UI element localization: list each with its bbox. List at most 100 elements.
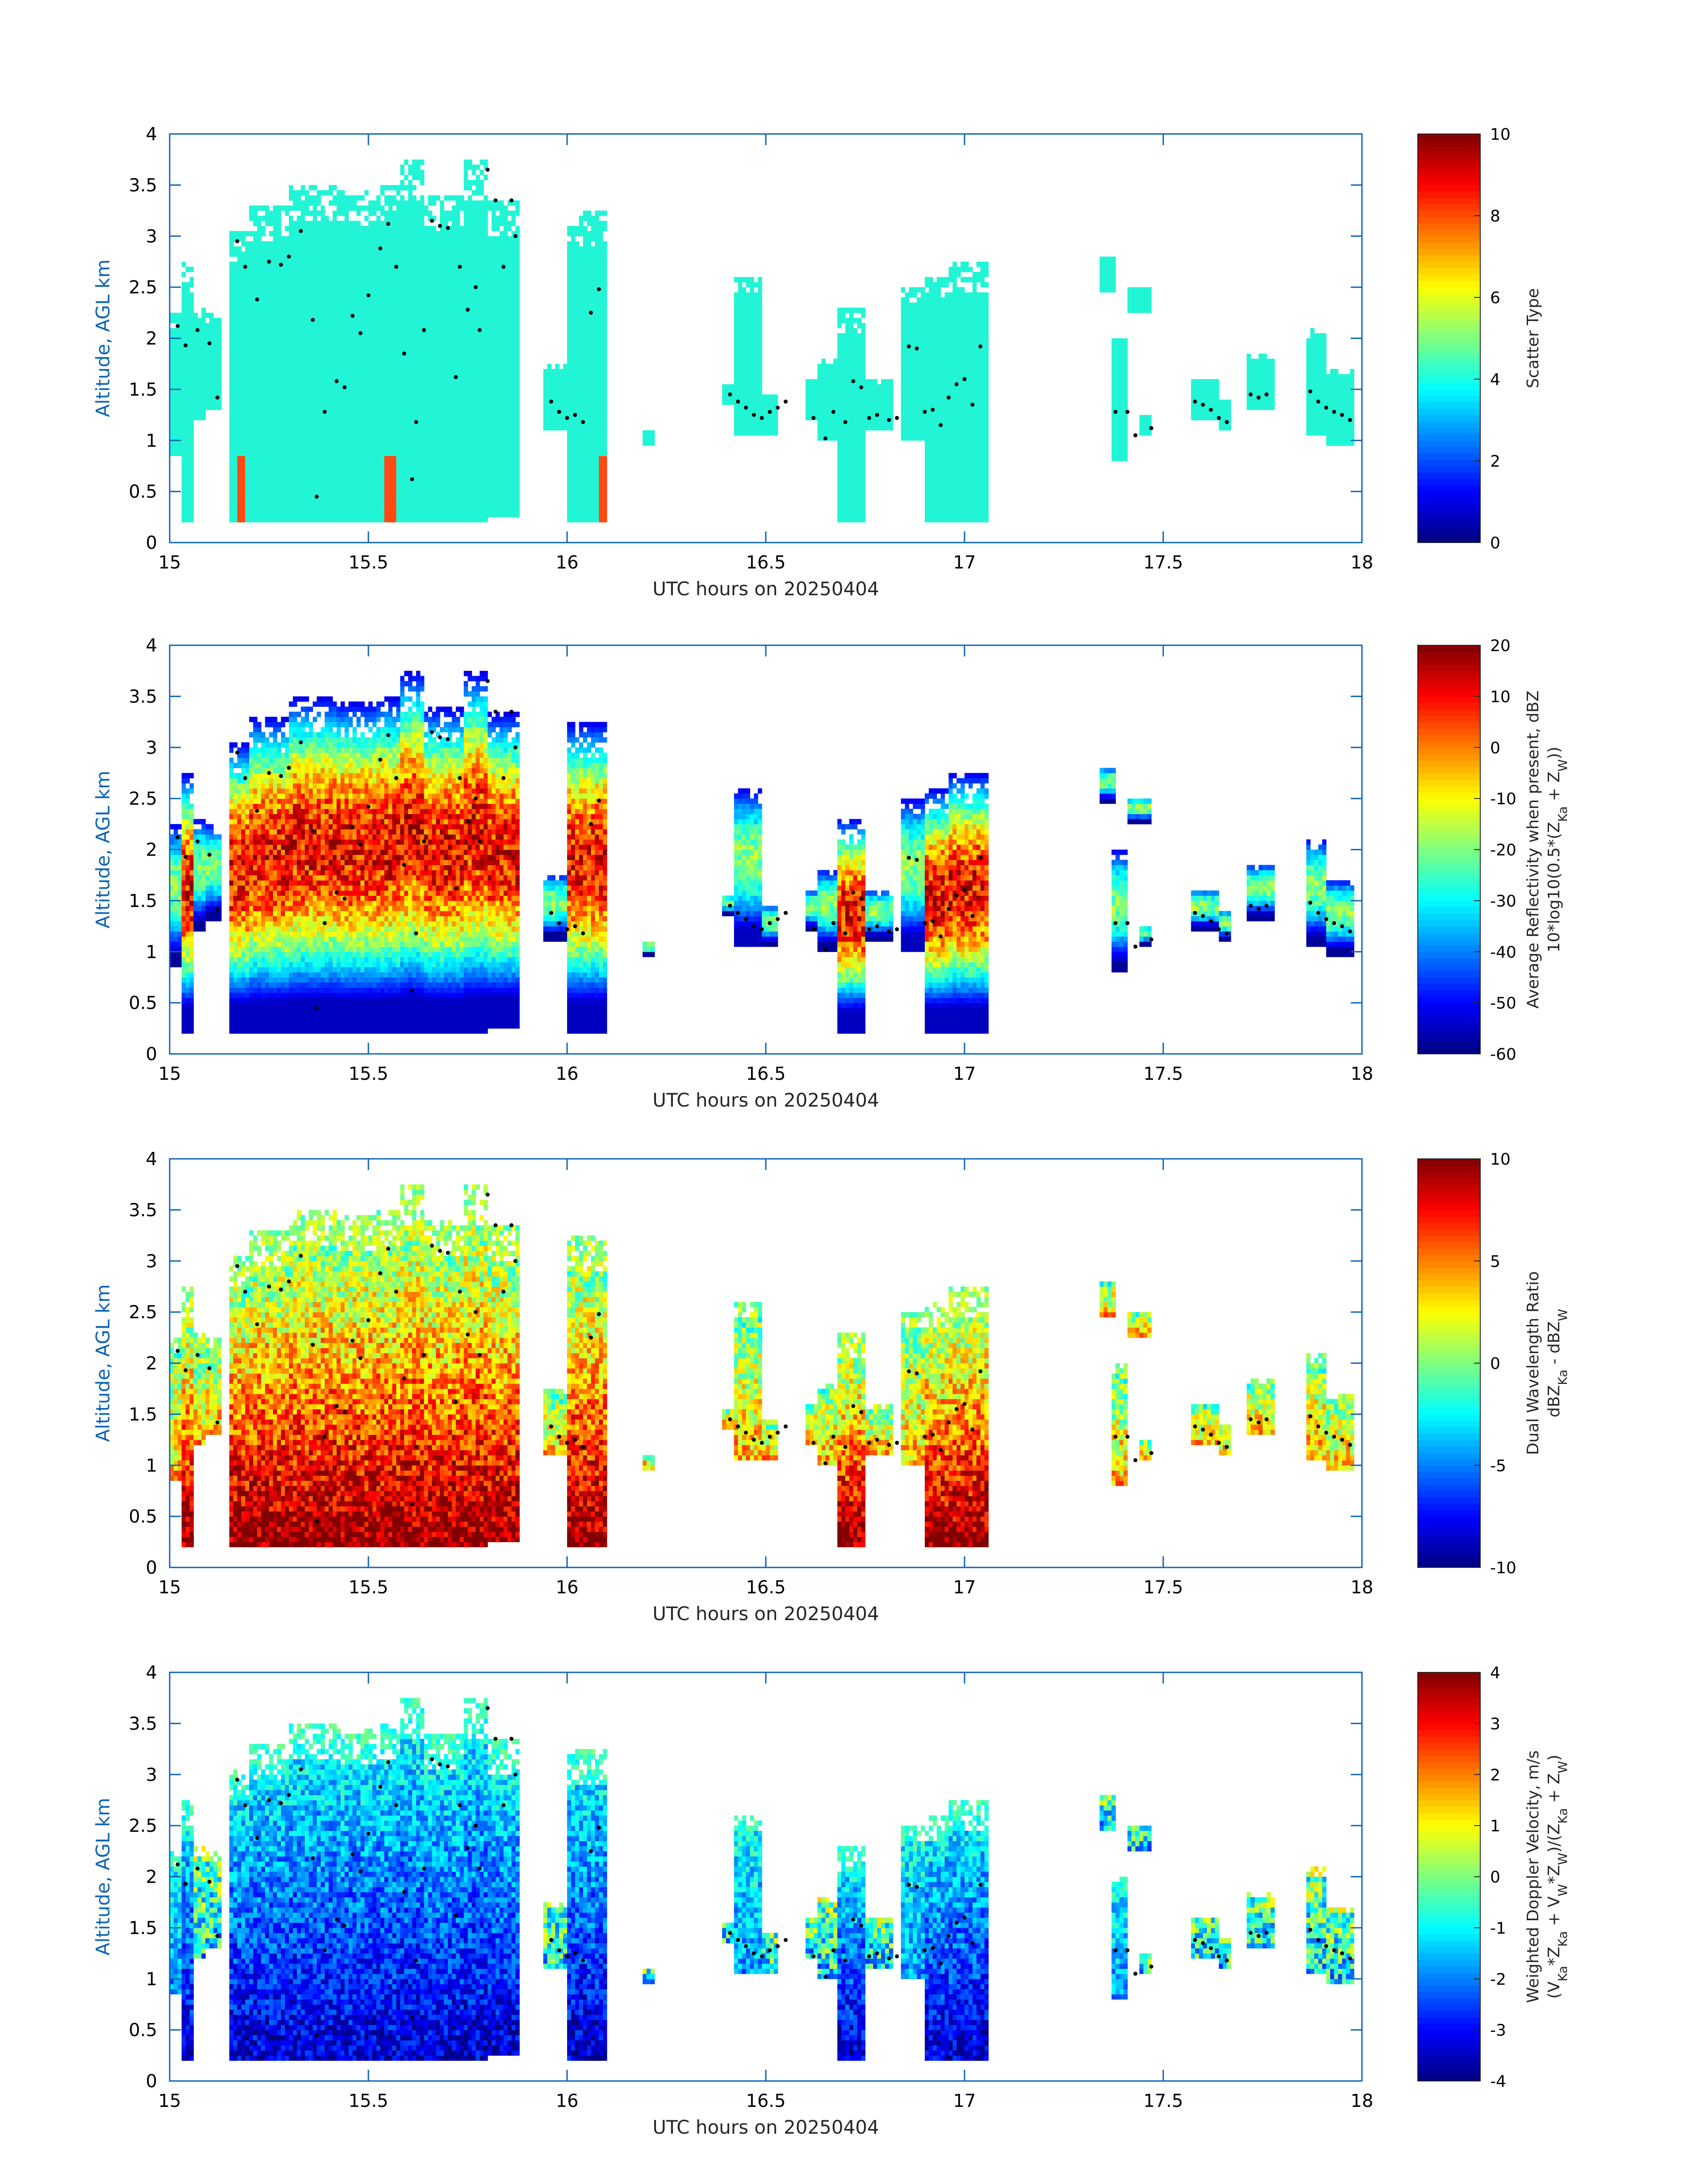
heatmap-cell xyxy=(345,369,349,374)
heatmap-cell xyxy=(329,394,333,400)
heatmap-cell xyxy=(392,435,397,441)
heatmap-cell xyxy=(428,497,433,502)
heatmap-cell xyxy=(329,379,333,384)
heatmap-cell xyxy=(285,323,289,328)
heatmap-cell xyxy=(476,517,480,522)
heatmap-cell xyxy=(301,492,305,497)
heatmap-cell xyxy=(241,323,246,328)
heatmap-cell xyxy=(237,302,242,308)
heatmap-cell xyxy=(201,354,206,359)
heatmap-cell xyxy=(432,440,436,446)
heatmap-cell xyxy=(420,410,425,415)
heatmap-cell xyxy=(396,323,401,328)
heatmap-cell xyxy=(392,420,397,426)
heatmap-cell xyxy=(364,415,369,420)
heatmap-cell xyxy=(313,405,317,410)
heatmap-cell xyxy=(380,410,385,415)
heatmap-cell xyxy=(245,415,250,420)
heatmap-cell xyxy=(464,216,468,221)
heatmap-cell xyxy=(384,287,389,292)
heatmap-cell xyxy=(261,282,266,288)
heatmap-cell xyxy=(420,323,425,328)
heatmap-cell xyxy=(364,323,369,328)
heatmap-cell xyxy=(416,410,421,415)
heatmap-cell xyxy=(186,461,190,466)
heatmap-cell xyxy=(380,251,385,257)
heatmap-cell xyxy=(233,405,238,410)
heatmap-cell xyxy=(241,420,246,426)
heatmap-cell xyxy=(309,410,313,415)
heatmap-cell xyxy=(412,267,417,272)
heatmap-cell xyxy=(301,241,305,247)
heatmap-cell xyxy=(293,451,297,456)
heatmap-cell xyxy=(182,405,186,410)
heatmap-cell xyxy=(269,461,274,466)
heatmap-cell xyxy=(321,292,325,298)
heatmap-cell xyxy=(392,185,397,190)
heatmap-cell xyxy=(297,517,301,522)
heatmap-cell xyxy=(241,282,246,288)
heatmap-cell xyxy=(245,257,250,262)
heatmap-cell xyxy=(190,313,194,318)
heatmap-cell xyxy=(380,241,385,247)
heatmap-cell xyxy=(237,354,242,359)
heatmap-cell xyxy=(190,420,194,426)
heatmap-cell xyxy=(305,190,309,196)
heatmap-cell xyxy=(301,267,305,272)
heatmap-cell xyxy=(440,211,444,216)
heatmap-cell xyxy=(412,435,417,441)
heatmap-cell xyxy=(178,318,182,323)
heatmap-cell xyxy=(428,251,433,257)
heatmap-cell xyxy=(432,471,436,476)
heatmap-cell xyxy=(269,446,274,451)
heatmap-cell xyxy=(376,481,381,487)
heatmap-cell xyxy=(404,446,409,451)
heatmap-cell xyxy=(416,262,421,267)
heatmap-cell xyxy=(285,241,289,247)
heatmap-cell xyxy=(384,343,389,349)
heatmap-cell xyxy=(325,282,329,288)
heatmap-cell xyxy=(452,226,456,231)
heatmap-cell xyxy=(428,338,433,344)
heatmap-cell xyxy=(404,471,409,476)
heatmap-cell xyxy=(281,517,285,522)
heatmap-cell xyxy=(400,287,405,292)
heatmap-cell xyxy=(273,343,277,349)
heatmap-cell xyxy=(241,394,246,400)
heatmap-cell xyxy=(265,343,270,349)
heatmap-cell xyxy=(416,425,421,430)
heatmap-cell xyxy=(404,517,409,522)
heatmap-cell xyxy=(468,297,472,303)
heatmap-cell xyxy=(321,389,325,395)
heatmap-cell xyxy=(297,497,301,502)
heatmap-cell xyxy=(277,251,281,257)
heatmap-cell xyxy=(360,430,365,435)
heatmap-cell xyxy=(424,302,429,308)
heatmap-cell xyxy=(424,379,429,384)
heatmap-cell xyxy=(388,267,393,272)
heatmap-cell xyxy=(372,313,377,318)
heatmap-cell xyxy=(424,272,429,277)
heatmap-cell xyxy=(424,231,429,236)
heatmap-cell xyxy=(476,446,480,451)
heatmap-cell xyxy=(313,517,317,522)
heatmap-cell xyxy=(404,481,409,487)
heatmap-cell xyxy=(182,338,186,344)
heatmap-cell xyxy=(261,257,266,262)
heatmap-cell xyxy=(368,318,373,323)
heatmap-cell xyxy=(249,507,254,512)
heatmap-cell xyxy=(241,251,246,257)
heatmap-cell xyxy=(293,497,297,502)
heatmap-cell xyxy=(372,384,377,389)
heatmap-cell xyxy=(436,267,440,272)
heatmap-cell xyxy=(468,374,472,380)
heatmap-cell xyxy=(293,374,297,380)
heatmap-cell xyxy=(428,267,433,272)
heatmap-cell xyxy=(476,512,480,517)
heatmap-cell xyxy=(420,369,425,374)
heatmap-cell xyxy=(197,354,202,359)
heatmap-cell xyxy=(273,308,277,313)
heatmap-cell xyxy=(190,440,194,446)
heatmap-cell xyxy=(424,400,429,405)
heatmap-cell xyxy=(468,476,472,481)
